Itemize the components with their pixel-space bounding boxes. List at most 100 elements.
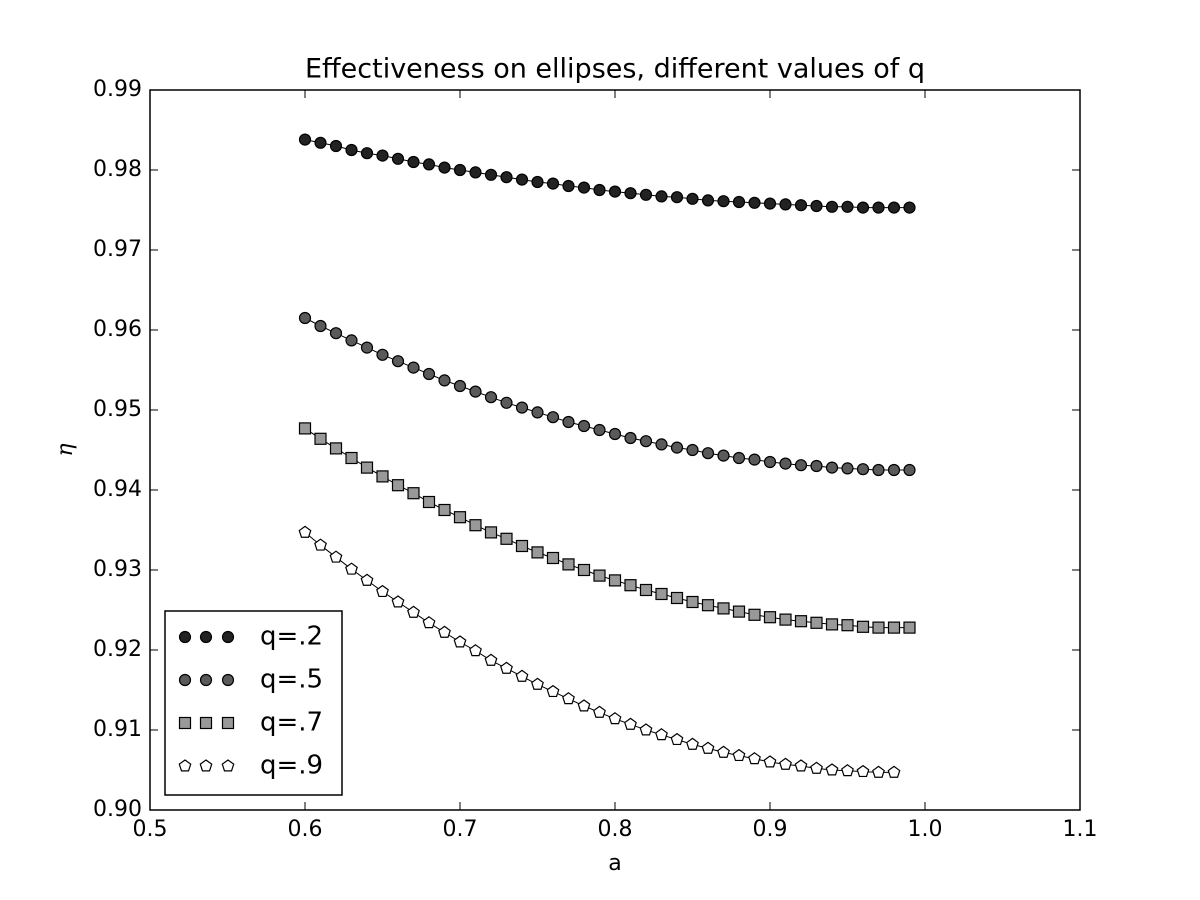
marker bbox=[360, 341, 374, 354]
marker bbox=[345, 562, 358, 575]
marker bbox=[453, 163, 467, 177]
marker bbox=[717, 449, 730, 462]
marker bbox=[686, 595, 699, 609]
series-line bbox=[304, 317, 910, 471]
marker bbox=[856, 463, 870, 476]
marker bbox=[655, 728, 668, 741]
marker bbox=[453, 511, 467, 524]
x-tick-label: 1.1 bbox=[1063, 817, 1098, 842]
y-tick-label: 0.99 bbox=[93, 77, 142, 102]
x-tick-label: 0.9 bbox=[753, 817, 788, 842]
marker bbox=[593, 423, 606, 437]
marker bbox=[515, 669, 529, 682]
marker bbox=[810, 199, 823, 213]
marker bbox=[407, 361, 420, 374]
marker bbox=[856, 620, 870, 633]
marker bbox=[376, 584, 389, 598]
marker bbox=[438, 503, 451, 517]
marker bbox=[221, 630, 235, 644]
marker bbox=[221, 673, 235, 687]
marker bbox=[484, 168, 498, 181]
marker bbox=[732, 605, 746, 618]
marker bbox=[438, 161, 451, 174]
marker bbox=[748, 196, 761, 209]
marker bbox=[178, 759, 192, 772]
marker bbox=[856, 764, 870, 778]
marker bbox=[779, 757, 792, 770]
marker bbox=[438, 374, 451, 387]
marker bbox=[670, 591, 684, 605]
plot-frame bbox=[149, 89, 1081, 811]
marker bbox=[670, 441, 684, 454]
marker bbox=[887, 463, 901, 477]
marker bbox=[178, 716, 192, 730]
marker bbox=[199, 759, 213, 772]
marker bbox=[655, 587, 668, 601]
marker bbox=[655, 438, 668, 451]
y-axis-label: η bbox=[53, 443, 78, 456]
x-axis-label: a bbox=[608, 851, 621, 876]
marker bbox=[639, 723, 653, 736]
marker bbox=[872, 765, 885, 778]
marker bbox=[546, 684, 560, 698]
marker bbox=[562, 179, 575, 193]
marker bbox=[562, 692, 575, 705]
marker bbox=[670, 732, 684, 746]
y-tick-label: 0.95 bbox=[93, 397, 142, 422]
marker bbox=[732, 748, 746, 762]
marker bbox=[469, 166, 482, 179]
marker bbox=[701, 599, 715, 612]
marker bbox=[794, 199, 808, 212]
legend-label: q=.7 bbox=[260, 708, 323, 738]
marker bbox=[887, 201, 901, 214]
marker bbox=[794, 615, 808, 628]
marker bbox=[825, 618, 839, 631]
marker bbox=[562, 415, 575, 429]
marker bbox=[841, 462, 854, 475]
marker bbox=[199, 716, 213, 730]
marker bbox=[407, 155, 420, 169]
marker bbox=[500, 661, 513, 674]
marker bbox=[500, 532, 513, 545]
marker bbox=[763, 197, 777, 210]
marker bbox=[500, 396, 513, 409]
marker bbox=[484, 653, 498, 666]
marker bbox=[531, 175, 544, 189]
legend-box bbox=[164, 610, 343, 796]
y-tick-label: 0.92 bbox=[93, 637, 142, 662]
marker bbox=[872, 621, 885, 634]
x-tick-label: 0.8 bbox=[598, 817, 633, 842]
marker bbox=[717, 195, 730, 208]
marker bbox=[686, 443, 699, 457]
marker bbox=[872, 463, 885, 477]
marker bbox=[825, 763, 839, 776]
x-tick-label: 0.5 bbox=[133, 817, 168, 842]
marker bbox=[178, 673, 192, 687]
marker bbox=[469, 519, 482, 532]
marker bbox=[608, 574, 622, 587]
y-tick-label: 0.90 bbox=[93, 797, 142, 822]
y-tick-label: 0.98 bbox=[93, 157, 142, 182]
marker bbox=[298, 133, 312, 146]
marker bbox=[624, 431, 637, 445]
marker bbox=[841, 619, 854, 632]
marker bbox=[484, 526, 498, 539]
marker bbox=[391, 152, 405, 165]
y-tick-label: 0.96 bbox=[93, 317, 142, 342]
marker bbox=[593, 569, 606, 582]
marker bbox=[748, 453, 761, 466]
marker bbox=[314, 538, 327, 551]
marker bbox=[794, 459, 808, 472]
x-tick-label: 0.6 bbox=[288, 817, 323, 842]
marker bbox=[779, 457, 792, 470]
marker bbox=[717, 745, 730, 758]
marker bbox=[391, 355, 405, 368]
marker bbox=[779, 198, 792, 211]
marker bbox=[314, 136, 327, 149]
marker bbox=[887, 765, 901, 778]
marker bbox=[546, 177, 560, 190]
marker bbox=[825, 461, 839, 474]
marker bbox=[178, 630, 192, 644]
marker bbox=[314, 432, 327, 445]
